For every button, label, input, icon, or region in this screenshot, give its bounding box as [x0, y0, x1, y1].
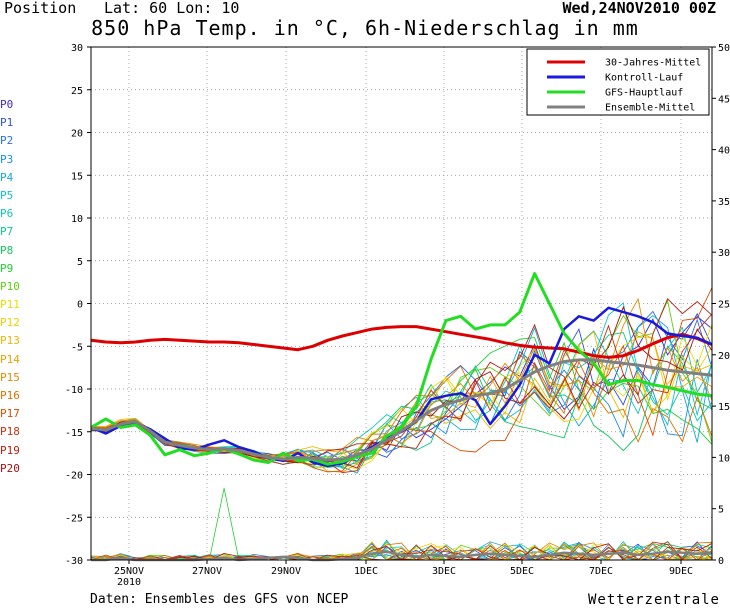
legend-label: Ensemble-Mittel — [605, 103, 695, 114]
x-tick-label: 27NOV — [192, 566, 222, 577]
member-label: P4 — [0, 170, 14, 184]
y-right-tick-label: 45 — [718, 94, 730, 105]
x-tick-label: 9DEC — [669, 566, 693, 577]
y-left-tick-label: -30 — [65, 556, 83, 567]
legend-label: GFS-Hauptlauf — [605, 88, 683, 99]
y-right-tick-label: 30 — [718, 248, 730, 259]
member-label: P16 — [0, 389, 20, 402]
plot-frame — [90, 46, 713, 561]
y-left-tick-label: 5 — [77, 257, 83, 268]
run-date: Wed,24NOV2010 00Z — [562, 0, 716, 17]
member-label: P12 — [0, 316, 20, 330]
brand-name: Wetterzentrale — [587, 592, 720, 608]
member-temp-line — [90, 354, 713, 457]
member-label: P7 — [0, 225, 14, 239]
member-label: P18 — [0, 425, 20, 439]
y-left-tick-label: -10 — [65, 385, 83, 396]
x-tick-label: 7DEC — [589, 566, 613, 577]
member-label: P9 — [0, 261, 14, 275]
member-label: P3 — [0, 152, 14, 166]
lat-lon-label: Lat: 60 Lon: 10 — [104, 0, 240, 17]
x-tick-label: 29NOV — [271, 566, 301, 577]
member-temp-line — [90, 297, 713, 462]
member-label: P6 — [0, 207, 14, 221]
y-right-tick-label: 5 — [718, 505, 724, 516]
y-right-tick-label: 20 — [718, 351, 730, 362]
y-right-tick-label: 40 — [718, 146, 730, 157]
y-left-tick-label: -25 — [65, 513, 83, 524]
y-right-tick-label: 25 — [718, 300, 730, 311]
control-line — [90, 306, 713, 468]
legend-box — [526, 48, 710, 116]
climate-line — [90, 325, 713, 359]
member-label: P20 — [0, 461, 20, 475]
member-temp-line — [90, 298, 713, 462]
data-source: Daten: Ensembles des GFS von NCEP — [90, 592, 349, 607]
member-label: P14 — [0, 352, 20, 366]
y-right-tick-label: 15 — [718, 402, 730, 413]
x-tick-label: 3DEC — [432, 566, 456, 577]
y-left-tick-label: 20 — [71, 129, 83, 140]
ensemble-mean-line — [90, 358, 713, 462]
member-label: P2 — [0, 134, 14, 148]
member-label: P17 — [0, 407, 20, 421]
y-left-tick-label: -15 — [65, 428, 83, 439]
ensemble-member-list: P0 P1 P2 P3 P4 P5 P6 P7 P8 P9 P10 P11 P12 P13 P14 P15 P1… — [0, 96, 20, 478]
y-left-tick-label: -5 — [71, 342, 83, 353]
y-right-tick-label: 50 — [718, 43, 730, 54]
y-left-tick-label: -20 — [65, 471, 83, 482]
member-label: P13 — [0, 334, 20, 348]
member-label: P19 — [0, 443, 20, 457]
y-right-tick-label: 10 — [718, 453, 730, 464]
y-left-tick-label: 25 — [71, 86, 83, 97]
member-label: P10 — [0, 279, 20, 293]
y-left-tick-label: 10 — [71, 214, 83, 225]
legend-label: Kontroll-Lauf — [605, 73, 683, 84]
x-tick-label: 1DEC — [354, 566, 378, 577]
x-tick-label: 25NOV — [114, 566, 144, 577]
legend-label: 30-Jahres-Mittel — [605, 58, 701, 69]
x-tick-label: 2010 — [117, 577, 141, 588]
y-left-tick-label: 0 — [77, 300, 83, 311]
position-label: Position — [4, 0, 77, 17]
y-right-tick-label: 35 — [718, 197, 730, 208]
y-right-tick-label: 0 — [718, 556, 724, 567]
y-left-tick-label: 30 — [71, 43, 83, 54]
member-label: P0 — [0, 98, 14, 111]
y-left-tick-label: 15 — [71, 171, 83, 182]
member-label: P1 — [0, 116, 14, 130]
member-temp-line — [90, 312, 713, 463]
gfs-main-line — [90, 272, 713, 466]
x-tick-label: 5DEC — [510, 566, 534, 577]
member-label: P8 — [0, 243, 14, 257]
chart-title: 850 hPa Temp. in °C, 6h-Niederschlag in … — [91, 16, 639, 40]
member-label: P11 — [0, 298, 20, 312]
member-label: P15 — [0, 370, 20, 384]
member-label: P5 — [0, 188, 14, 202]
